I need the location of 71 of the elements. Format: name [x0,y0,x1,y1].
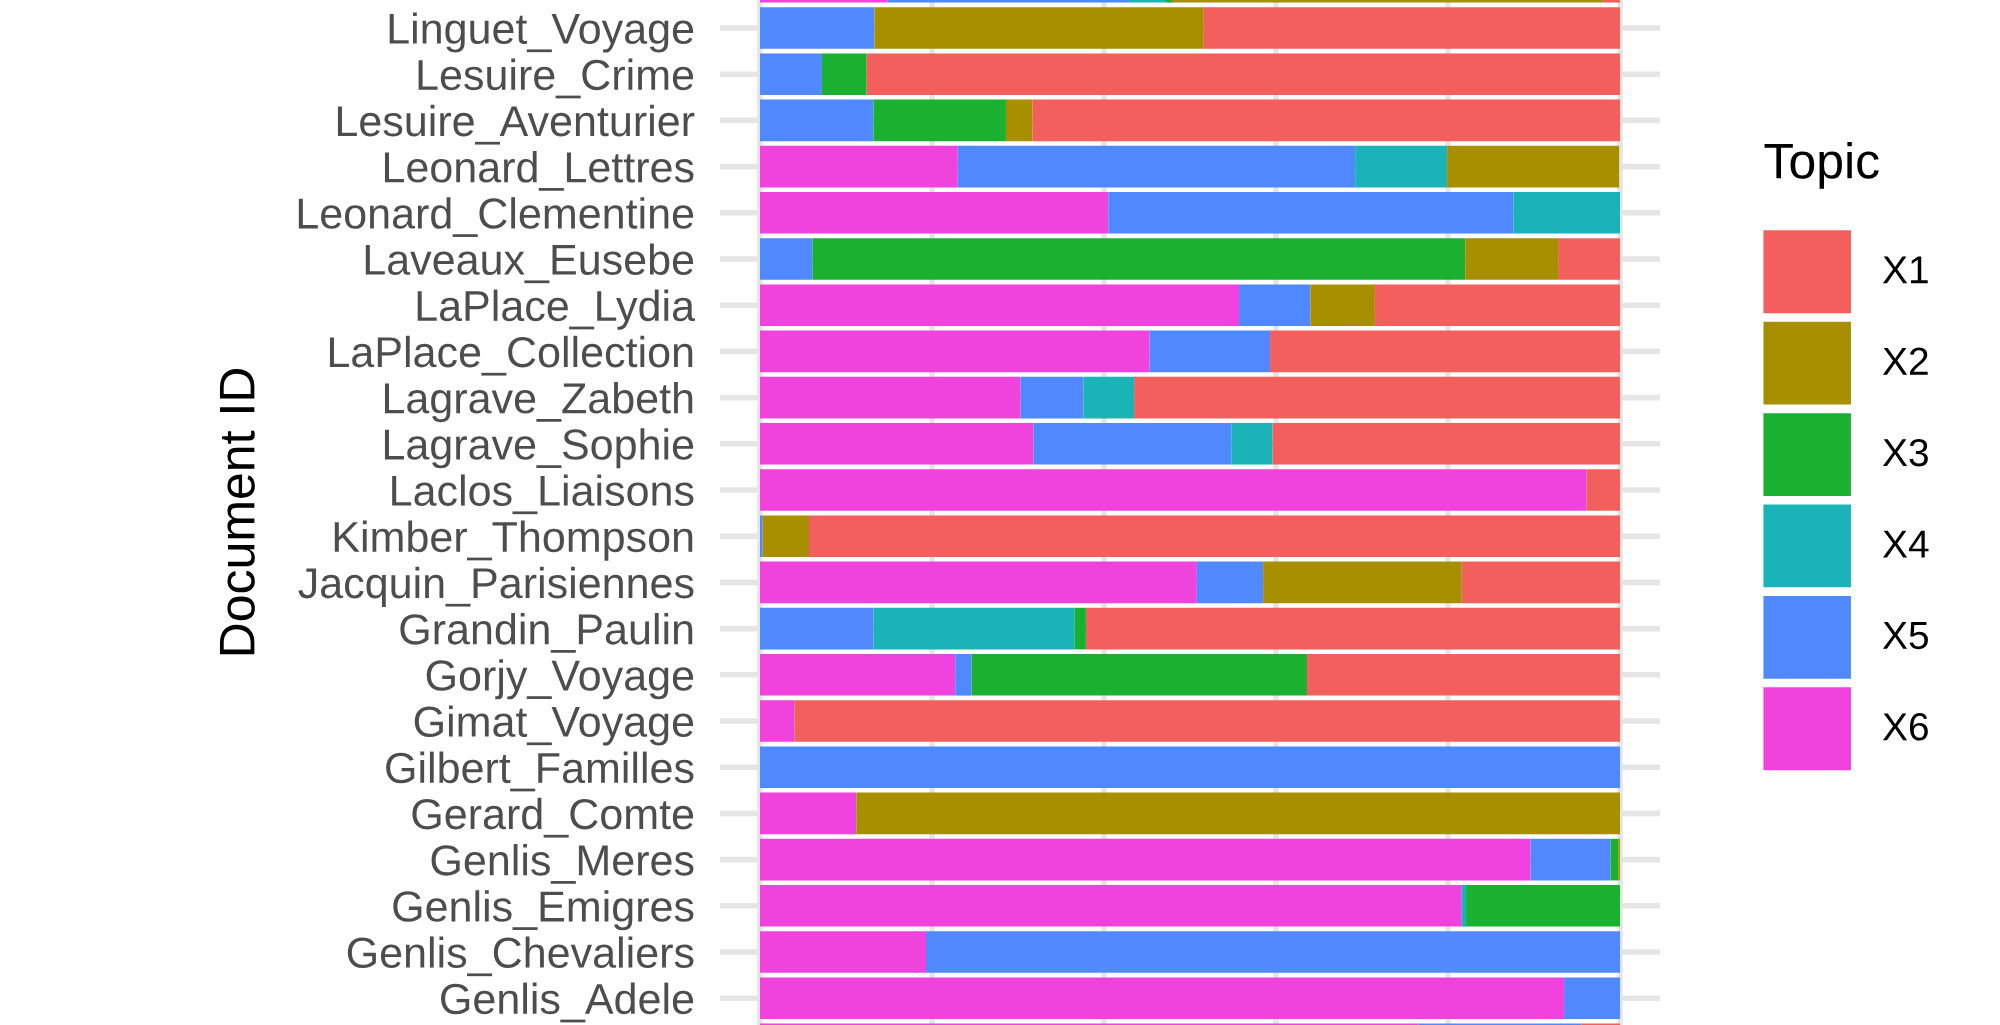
y-tick-label: Genlis_Chevaliers [347,936,694,977]
bar [1586,469,1621,511]
bar [955,654,972,696]
bar [759,53,822,95]
bar [1083,376,1135,419]
bar [1558,238,1621,280]
bar [759,654,956,696]
legend-label: X4 [1882,530,1929,558]
bar [1149,330,1270,373]
legend-label: X5 [1882,622,1928,650]
y-tick-label: Jacquin_Parisiennes [298,566,694,607]
bar [1530,838,1611,881]
y-tick-label: Genlis_Meres [431,844,694,884]
y-tick-label: Gilbert_Familles [386,751,694,792]
bar [762,515,810,557]
bar [1020,376,1084,419]
bar [759,792,857,835]
bar [759,931,926,973]
y-tick-label: LaPlace_Lydia [417,289,696,330]
y-tick-label: Grandin_Paulin [400,613,693,653]
y-tick-label: Lesuire_Crime [418,58,694,99]
bar [1074,607,1086,650]
legend-label: X6 [1882,713,1928,741]
bar [1447,145,1620,188]
bar [759,376,1021,419]
bar [1461,561,1621,604]
legend-label: X3 [1882,438,1928,467]
y-axis-title: Document ID [219,369,255,655]
bar [873,607,1075,650]
bar [1461,885,1467,927]
bar [1033,423,1232,465]
bar [1239,284,1311,326]
y-tick-label: Lesuire_Aventurier [337,104,695,145]
y-tick-label: LaPlace_Collection [329,335,693,376]
bar [759,99,874,142]
bar [1466,885,1621,927]
bar [759,607,874,650]
y-tick-label: Genlis_Adele [441,982,694,1023]
bar [1355,145,1448,188]
bar [759,423,1034,465]
y-tick-label: Laclos_Liaisons [392,474,694,515]
y-tick-label: Linguet_Voyage [389,12,694,53]
bar [759,238,813,280]
bar [759,515,763,557]
bar [1374,284,1621,326]
y-tick-label: Gimat_Voyage [414,705,694,746]
bar [1564,977,1621,1019]
bar [821,53,867,95]
bar [1263,561,1462,604]
bar [759,145,958,188]
y-tick-label: Kimber_Thompson [334,520,693,561]
legend-label: X1 [1882,256,1928,284]
legend-label: X2 [1882,347,1928,375]
bar [1196,561,1264,604]
y-tick-label: Lagrave_Zabeth [384,382,693,423]
bar [1005,99,1033,142]
bar [759,7,875,49]
y-tick-label: Gorjy_Voyage [426,659,694,700]
y-tick-label: Laveaux_Eusebe [365,243,694,284]
y-tick-label: Leonard_Lettres [384,151,694,191]
y-tick-label: Lagrave_Sophie [384,428,694,469]
bar [1231,423,1273,465]
bar [873,99,1006,142]
bar [1513,192,1621,234]
legend-title: Topic [1764,142,1879,189]
bar [1465,238,1559,280]
y-tick-label: Gerard_Comte [412,797,694,838]
y-tick-label: Leonard_Clementine [298,197,694,237]
y-tick-label: Genlis_Emigres [393,890,694,931]
bar [1310,284,1375,326]
bar [759,700,795,742]
